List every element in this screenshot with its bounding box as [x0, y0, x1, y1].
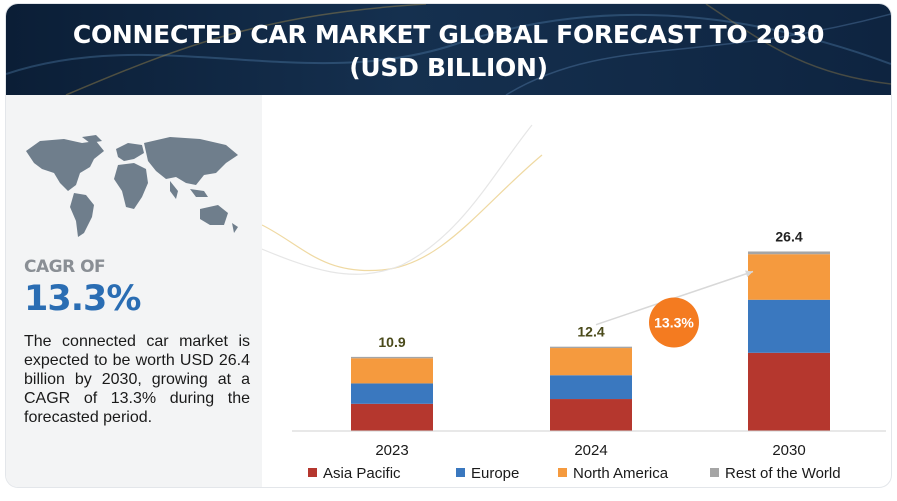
total-label-2024: 12.4 — [577, 324, 604, 340]
total-label-2030: 26.4 — [775, 228, 802, 244]
cagr-label: CAGR OF — [24, 257, 106, 277]
legend-swatch-rest-of-the-world — [710, 468, 719, 477]
labels-group: 10.9 2023 12.4 2024 26.4 2030 — [375, 228, 805, 459]
bar-segment-rest-of-the-world-2030 — [748, 251, 830, 255]
total-label-2023: 10.9 — [378, 334, 405, 350]
cagr-bubble — [649, 297, 699, 348]
market-description: The connected car market is expected to … — [24, 333, 250, 426]
cagr-arrowhead — [745, 270, 753, 278]
legend-label-europe: Europe — [471, 465, 520, 482]
bar-segment-rest-of-the-world-2024 — [550, 346, 632, 349]
bar-segment-europe-2030 — [748, 299, 830, 353]
x-tick-label-2024: 2024 — [574, 442, 607, 459]
x-tick-label-2023: 2023 — [375, 442, 408, 459]
stacked-bar-chart: 10.9 2023 12.4 2024 26.4 2030 13.3% — [262, 124, 886, 459]
x-tick-label-2030: 2030 — [772, 442, 805, 459]
legend-swatch-europe — [456, 468, 465, 477]
legend-item-europe: Europe — [456, 465, 519, 482]
bar-segment-europe-2023 — [351, 383, 433, 404]
legend-label-north-america: North America — [573, 465, 669, 482]
legend-label-asia-pacific: Asia Pacific — [323, 465, 401, 482]
legend-swatch-north-america — [558, 468, 567, 477]
bars-group — [351, 251, 830, 431]
bar-segment-rest-of-the-world-2023 — [351, 356, 433, 359]
header-decoration — [6, 4, 891, 95]
legend-item-north-america: North America — [558, 465, 668, 482]
cagr-value: 13.3% — [24, 279, 141, 319]
legend-label-rest-of-the-world: Rest of the World — [725, 465, 841, 482]
header-banner: CONNECTED CAR MARKET GLOBAL FORECAST TO … — [6, 4, 891, 95]
bar-segment-europe-2024 — [550, 375, 632, 400]
world-map-icon — [26, 135, 238, 237]
legend-swatch-asia-pacific — [308, 468, 317, 477]
bar-segment-asia-pacific-2024 — [550, 399, 632, 431]
bar-segment-north-america-2030 — [748, 254, 830, 300]
left-panel: CAGR OF 13.3% The connected car market i… — [6, 95, 262, 487]
legend-item-asia-pacific: Asia Pacific — [308, 465, 401, 482]
chart-title: CONNECTED CAR MARKET GLOBAL FORECAST TO … — [72, 20, 825, 82]
cagr-bubble-label: 13.3% — [654, 314, 694, 330]
legend: Asia Pacific Europe North America Rest o… — [306, 465, 886, 483]
bar-segment-north-america-2024 — [550, 348, 632, 376]
bar-segment-north-america-2023 — [351, 358, 433, 384]
bar-segment-asia-pacific-2030 — [748, 352, 830, 431]
bar-segment-asia-pacific-2023 — [351, 403, 433, 431]
infographic-card: CONNECTED CAR MARKET GLOBAL FORECAST TO … — [6, 4, 891, 487]
legend-item-rest-of-the-world: Rest of the World — [710, 465, 841, 482]
